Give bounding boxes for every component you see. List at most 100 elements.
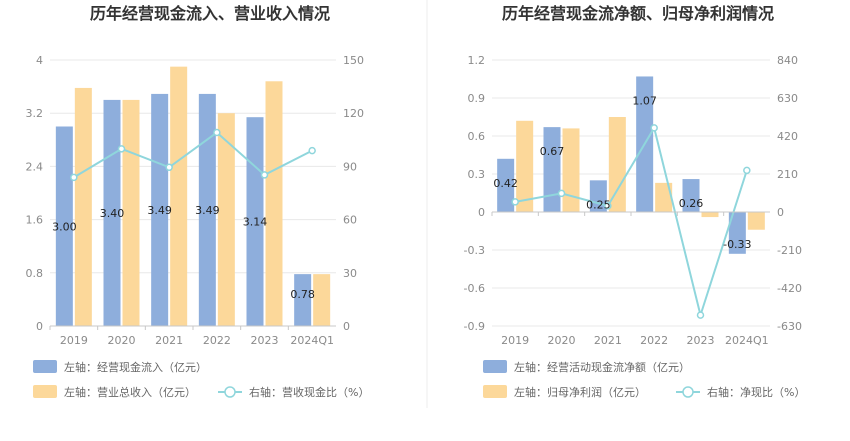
grid-lines bbox=[492, 59, 770, 327]
right-tick-label: 420 bbox=[777, 130, 798, 143]
bar-secondary bbox=[74, 87, 92, 327]
left-tick-label: 1.6 bbox=[26, 214, 44, 227]
x-tick-label: 2023 bbox=[251, 334, 279, 347]
chart-title: 历年经营现金流净额、归母净利润情况 bbox=[502, 4, 774, 23]
data-label: 3.00 bbox=[52, 220, 77, 233]
left-tick-label: -0.6 bbox=[464, 282, 485, 295]
left-tick-label: 0 bbox=[36, 320, 43, 333]
bar-primary bbox=[543, 127, 561, 212]
chart-marks: 0.42 0.67 0.25 1.07 0.26 -0.33 bbox=[493, 76, 765, 319]
legend-label: 左轴：营业总收入（亿元） bbox=[64, 385, 196, 399]
line-point bbox=[511, 198, 519, 206]
left-tick-label: 2.4 bbox=[26, 160, 44, 173]
legend-label: 左轴：归母净利润（亿元） bbox=[514, 385, 646, 399]
data-label: 0.67 bbox=[540, 145, 565, 158]
right-tick-label: 60 bbox=[343, 214, 357, 227]
left-tick-label: -0.9 bbox=[464, 320, 485, 333]
line-point bbox=[696, 311, 705, 319]
line-point bbox=[213, 128, 221, 137]
left-tick-label: -0.3 bbox=[464, 244, 485, 257]
x-tick-label: 2020 bbox=[548, 334, 576, 347]
chart-panel-netflow-profit: 历年经营现金流净额、归母净利润情况 0.420.670.251.070.26-0… bbox=[464, 4, 806, 399]
x-tick-label: 2019 bbox=[501, 334, 529, 347]
bar-primary bbox=[55, 126, 73, 326]
right-tick-label: -420 bbox=[777, 282, 802, 295]
data-label: 3.49 bbox=[147, 204, 172, 217]
bar-primary bbox=[151, 93, 169, 326]
line-point bbox=[308, 146, 316, 155]
right-tick-label: 0 bbox=[343, 320, 350, 333]
line-point bbox=[743, 166, 751, 175]
bar-secondary bbox=[655, 182, 673, 212]
chart-title: 历年经营现金流入、营业收入情况 bbox=[90, 4, 330, 23]
right-tick-label: 90 bbox=[343, 160, 357, 173]
legend-label: 右轴：营收现金比（%） bbox=[249, 385, 369, 399]
legend: 左轴：经营活动现金流净额（亿元） 左轴：归母净利润（亿元） 右轴：净现比（%） bbox=[483, 360, 805, 399]
right-tick-label: 630 bbox=[777, 92, 798, 105]
x-tick-label: 2020 bbox=[108, 334, 136, 347]
data-label: -0.33 bbox=[723, 238, 751, 251]
line-point bbox=[165, 163, 173, 172]
chart-panel-inflow-revenue: 历年经营现金流入、营业收入情况 3.00 3.40 3.49 3.49 3.14 0.78… bbox=[26, 4, 370, 399]
bar-secondary bbox=[608, 117, 626, 212]
right-tick-label: -630 bbox=[777, 320, 802, 333]
axis-labels: -0.9 -630 -0.6 -420 -0.3 -210 0 0 0.3 210 0.6 420 0.… bbox=[464, 54, 802, 347]
x-tick-label: 2024Q1 bbox=[725, 334, 769, 347]
series-line bbox=[73, 131, 313, 179]
data-label: 0.42 bbox=[493, 177, 518, 190]
data-label: 1.07 bbox=[632, 94, 657, 107]
right-tick-label: -210 bbox=[777, 244, 802, 257]
left-tick-label: 0.3 bbox=[468, 168, 486, 181]
bar-secondary bbox=[562, 128, 580, 212]
bar-secondary bbox=[313, 274, 331, 326]
legend-swatch bbox=[483, 360, 507, 373]
line-point bbox=[604, 202, 612, 210]
bar-secondary bbox=[265, 81, 283, 326]
right-tick-label: 210 bbox=[777, 168, 798, 181]
left-tick-label: 0.9 bbox=[468, 92, 486, 105]
chart-marks: 3.00 3.40 3.49 3.49 3.14 0.78 bbox=[52, 66, 331, 327]
grid-lines bbox=[50, 59, 336, 327]
left-tick-label: 1.2 bbox=[468, 54, 486, 67]
line-point bbox=[650, 124, 658, 132]
series-line bbox=[514, 125, 748, 319]
data-label: 0.25 bbox=[586, 198, 611, 211]
bar-secondary bbox=[217, 113, 235, 326]
data-label: 3.14 bbox=[243, 216, 268, 229]
x-tick-label: 2021 bbox=[594, 334, 622, 347]
right-tick-label: 150 bbox=[343, 54, 364, 67]
left-tick-label: 0.6 bbox=[468, 130, 486, 143]
legend-marker bbox=[224, 386, 236, 398]
data-label: 0.78 bbox=[290, 288, 315, 301]
bar-primary bbox=[497, 158, 515, 212]
x-tick-label: 2022 bbox=[640, 334, 668, 347]
line-point bbox=[260, 171, 269, 179]
bar-primary bbox=[198, 93, 216, 326]
right-tick-label: 120 bbox=[343, 107, 364, 120]
right-tick-label: 0 bbox=[777, 206, 784, 219]
left-tick-label: 4 bbox=[36, 54, 43, 67]
data-label: 3.40 bbox=[100, 207, 125, 220]
legend-label: 右轴：净现比（%） bbox=[707, 385, 805, 399]
legend-swatch bbox=[483, 385, 507, 398]
right-tick-label: 30 bbox=[343, 267, 357, 280]
axis-labels: 0 0 0.8 30 1.6 60 2.4 90 3.2 120 4 150 2019 2020 2021 2… bbox=[26, 54, 365, 347]
bar-secondary bbox=[516, 120, 534, 212]
x-tick-label: 2024Q1 bbox=[290, 334, 334, 347]
bar-primary bbox=[294, 274, 312, 326]
left-tick-label: 3.2 bbox=[26, 107, 44, 120]
line-point bbox=[557, 189, 566, 198]
x-tick-label: 2023 bbox=[687, 334, 715, 347]
data-label: 0.26 bbox=[679, 197, 704, 210]
legend-marker bbox=[682, 386, 694, 398]
legend-swatch bbox=[33, 385, 57, 398]
left-tick-label: 0 bbox=[478, 206, 485, 219]
left-tick-label: 0.8 bbox=[26, 267, 44, 280]
bar-secondary bbox=[701, 212, 719, 218]
x-tick-label: 2022 bbox=[203, 334, 231, 347]
line-point bbox=[70, 173, 78, 182]
legend: 左轴：经营现金流入（亿元） 左轴：营业总收入（亿元） 右轴：营收现金比（%） bbox=[33, 360, 369, 399]
data-label: 3.49 bbox=[195, 204, 220, 217]
